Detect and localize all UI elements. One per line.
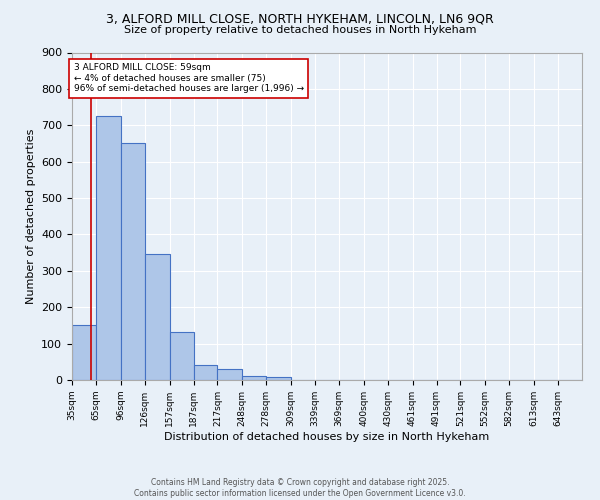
Bar [72,326,96,380]
Text: 3 ALFORD MILL CLOSE: 59sqm
← 4% of detached houses are smaller (75)
96% of semi-: 3 ALFORD MILL CLOSE: 59sqm ← 4% of detac… [74,64,304,93]
Bar [266,378,291,380]
Text: Size of property relative to detached houses in North Hykeham: Size of property relative to detached ho… [124,25,476,35]
Bar [96,116,121,380]
Bar [145,254,170,380]
Bar [217,369,242,380]
Text: Contains HM Land Registry data © Crown copyright and database right 2025.
Contai: Contains HM Land Registry data © Crown c… [134,478,466,498]
X-axis label: Distribution of detached houses by size in North Hykeham: Distribution of detached houses by size … [164,432,490,442]
Text: 3, ALFORD MILL CLOSE, NORTH HYKEHAM, LINCOLN, LN6 9QR: 3, ALFORD MILL CLOSE, NORTH HYKEHAM, LIN… [106,12,494,26]
Y-axis label: Number of detached properties: Number of detached properties [26,128,35,304]
Bar [194,364,217,380]
Bar [242,376,266,380]
Bar [170,332,194,380]
Bar [121,144,145,380]
